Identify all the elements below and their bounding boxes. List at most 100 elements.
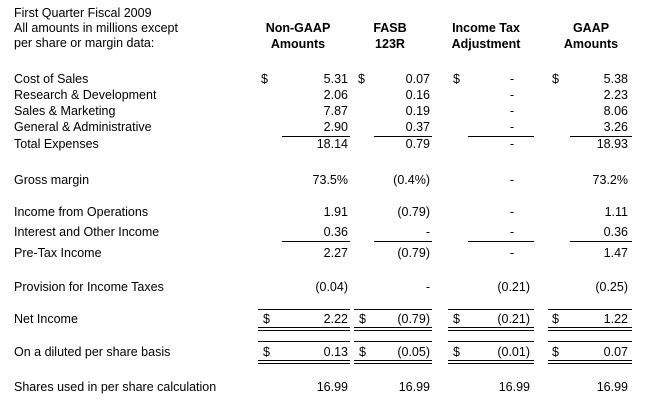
row-label-provision-income-taxes: Provision for Income Taxes — [14, 280, 164, 294]
cell-value: (0.21) — [497, 280, 530, 294]
subtotal-rule — [374, 136, 432, 137]
cell-value: 73.2% — [592, 173, 628, 187]
col-header-gaap-1: GAAP — [572, 21, 610, 35]
double-rule — [548, 327, 632, 328]
cell-value: 2.22 — [323, 312, 348, 326]
currency-symbol: $ — [552, 345, 559, 359]
total-rule — [548, 341, 632, 342]
row-label-total-expenses: Total Expenses — [14, 137, 99, 151]
cell-value: 18.14 — [316, 137, 348, 151]
currency-symbol: $ — [359, 345, 366, 359]
double-rule — [258, 360, 350, 361]
currency-symbol: $ — [263, 345, 270, 359]
total-rule — [258, 309, 350, 310]
cell-value: 0.79 — [405, 137, 430, 151]
double-rule — [354, 360, 432, 361]
cell-value: - — [509, 205, 514, 219]
cell-value: 0.36 — [323, 225, 348, 239]
cell-value: 0.07 — [405, 72, 430, 86]
total-rule — [448, 309, 534, 310]
subtotal-rule — [570, 241, 632, 242]
cell-value: - — [509, 88, 514, 102]
double-rule — [548, 330, 632, 331]
currency-symbol: $ — [359, 312, 366, 326]
cell-value: - — [425, 280, 430, 294]
currency-symbol: $ — [552, 312, 559, 326]
double-rule — [354, 327, 432, 328]
double-rule — [258, 330, 350, 331]
cell-value: 1.91 — [323, 205, 348, 219]
cell-value: - — [509, 137, 514, 151]
cell-value: 16.99 — [316, 380, 348, 394]
cell-value: 0.07 — [603, 345, 628, 359]
cell-value: 3.26 — [603, 120, 628, 134]
double-rule — [258, 363, 350, 364]
cell-value: 5.31 — [323, 72, 348, 86]
double-rule — [448, 327, 534, 328]
cell-value: (0.01) — [497, 345, 530, 359]
currency-symbol: $ — [261, 72, 268, 86]
cell-value: - — [425, 225, 430, 239]
cell-value: 16.99 — [596, 380, 628, 394]
currency-symbol: $ — [263, 312, 270, 326]
subtotal-rule — [282, 136, 350, 137]
double-rule — [548, 363, 632, 364]
row-label-net-income: Net Income — [14, 312, 78, 326]
cell-value: (0.79) — [397, 246, 430, 260]
cell-value: 0.36 — [603, 225, 628, 239]
cell-value: - — [509, 72, 514, 86]
cell-value: (0.05) — [397, 345, 430, 359]
subtotal-rule — [282, 241, 350, 242]
cell-value: 2.06 — [323, 88, 348, 102]
fiscal-period-title: First Quarter Fiscal 2009 — [14, 6, 152, 20]
currency-symbol: $ — [358, 72, 365, 86]
double-rule — [354, 330, 432, 331]
row-label-interest-other-income: Interest and Other Income — [14, 225, 160, 239]
row-label-rnd: Research & Development — [14, 88, 157, 102]
col-header-tax-1: Income Tax — [452, 21, 520, 35]
cell-value: 0.16 — [405, 88, 430, 102]
cell-value: 1.47 — [603, 246, 628, 260]
cell-value: - — [509, 225, 514, 239]
double-rule — [448, 360, 534, 361]
cell-value: 2.27 — [323, 246, 348, 260]
row-label-cost-of-sales: Cost of Sales — [14, 72, 89, 86]
cell-value: 2.90 — [323, 120, 348, 134]
total-rule — [258, 341, 350, 342]
col-header-nongaap-1: Non-GAAP — [265, 21, 331, 35]
total-rule — [354, 341, 432, 342]
subtotal-rule — [374, 241, 432, 242]
double-rule — [258, 327, 350, 328]
currency-symbol: $ — [453, 72, 460, 86]
row-label-gross-margin: Gross margin — [14, 173, 90, 187]
cell-value: 18.93 — [596, 137, 628, 151]
subtotal-rule — [570, 136, 632, 137]
cell-value: (0.79) — [397, 312, 430, 326]
cell-value: - — [509, 246, 514, 260]
double-rule — [448, 363, 534, 364]
col-header-nongaap-2: Amounts — [270, 37, 326, 51]
row-label-shares-used: Shares used in per share calculation — [14, 380, 217, 394]
currency-symbol: $ — [453, 312, 460, 326]
total-rule — [548, 309, 632, 310]
double-rule — [548, 360, 632, 361]
cell-value: 0.13 — [323, 345, 348, 359]
cell-value: 2.23 — [603, 88, 628, 102]
currency-symbol: $ — [453, 345, 460, 359]
cell-value: 0.37 — [405, 120, 430, 134]
amounts-note-cont: per share or margin data: — [14, 36, 155, 50]
cell-value: - — [509, 104, 514, 118]
cell-value: 5.38 — [603, 72, 628, 86]
row-label-pre-tax-income: Pre-Tax Income — [14, 246, 102, 260]
row-label-diluted-per-share: On a diluted per share basis — [14, 345, 171, 359]
col-header-fasb-2: 123R — [375, 37, 405, 51]
col-header-tax-2: Adjustment — [451, 37, 521, 51]
cell-value: (0.79) — [397, 205, 430, 219]
subtotal-rule — [468, 136, 534, 137]
cell-value: 1.11 — [604, 205, 628, 219]
amounts-note: All amounts in millions except — [14, 21, 178, 35]
row-label-income-from-operations: Income from Operations — [14, 205, 149, 219]
row-label-sales-marketing: Sales & Marketing — [14, 104, 116, 118]
double-rule — [448, 330, 534, 331]
cell-value: 8.06 — [603, 104, 628, 118]
